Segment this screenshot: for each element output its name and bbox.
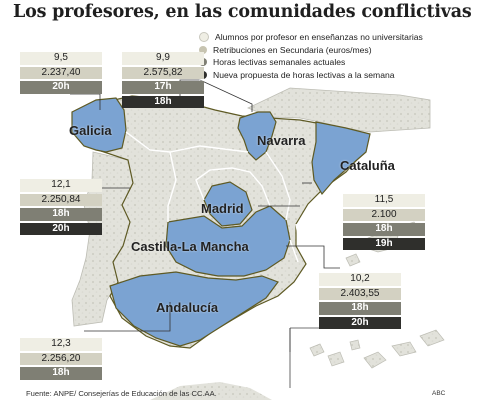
alumnos-value: 9,9	[122, 52, 204, 65]
region-label-madrid: Madrid	[201, 201, 244, 216]
alumnos-value: 12,3	[20, 338, 102, 351]
alumnos-value: 12,1	[20, 179, 102, 192]
horas-value: 20h	[20, 81, 102, 94]
retribucion-value: 2.100	[343, 208, 425, 221]
region-label-andalucia: Andalucía	[156, 300, 219, 315]
legend: Alumnos por profesor en enseñanzas no un…	[199, 31, 423, 81]
retribucion-value: 2.575,82	[122, 66, 204, 79]
horas-value: 18h	[20, 367, 102, 380]
france-landmass	[247, 87, 431, 133]
legend-item: Retribuciones en Secundaria (euros/mes)	[199, 44, 423, 57]
credit-label: ABC	[432, 390, 446, 397]
region-label-castilla: Castilla-La Mancha	[131, 239, 249, 254]
retribucion-value: 2.250,84	[20, 193, 102, 206]
legend-item: Alumnos por profesor en enseñanzas no un…	[199, 31, 423, 44]
madrid-region	[203, 181, 253, 227]
horas-value: 18h	[343, 223, 425, 236]
legend-label: Horas lectivas semanales actuales	[213, 57, 346, 68]
andalucia-data-box: 12,3 2.256,20 18h	[20, 338, 102, 382]
galicia-data-box: 9,5 2.237,40 20h	[20, 52, 102, 96]
propuesta-value: 19h	[343, 237, 425, 250]
region-label-galicia: Galicia	[69, 123, 112, 138]
retribucion-value: 2.256,20	[20, 352, 102, 365]
navarra-data-box: 9,9 2.575,82 17h 18h	[122, 52, 204, 110]
legend-item: Horas lectivas semanales actuales	[199, 56, 423, 69]
retribucion-value: 2.237,40	[20, 66, 102, 79]
galicia-region	[71, 97, 127, 153]
legend-label: Alumnos por profesor en enseñanzas no un…	[215, 32, 423, 43]
horas-value: 18h	[20, 208, 102, 221]
alumnos-value: 11,5	[343, 194, 425, 207]
alumnos-value: 9,5	[20, 52, 102, 65]
castilla-la-mancha-region	[165, 205, 291, 277]
region-label-navarra: Navarra	[257, 133, 306, 148]
page-title: Los profesores, en las comunidades confl…	[13, 2, 472, 22]
andalucia-region	[109, 271, 279, 347]
source-note: Fuente: ANPE/ Consejerías de Educación d…	[26, 389, 217, 398]
legend-swatch	[199, 32, 209, 43]
castilla-data-box: 10,2 2.403,55 18h 20h	[319, 273, 401, 331]
africa-landmass	[150, 382, 272, 400]
region-boundaries	[125, 131, 301, 263]
propuesta-value: 20h	[20, 222, 102, 235]
cataluna-data-box: 11,5 2.100 18h 19h	[343, 194, 425, 252]
alumnos-value: 10,2	[319, 273, 401, 286]
cataluna-region	[311, 121, 371, 196]
legend-label: Retribuciones en Secundaria (euros/mes)	[213, 44, 372, 55]
retribucion-value: 2.403,55	[319, 287, 401, 300]
legend-label: Nueva propuesta de horas lectivas a la s…	[213, 69, 395, 80]
propuesta-value: 20h	[319, 316, 401, 329]
madrid-data-box: 12,1 2.250,84 18h 20h	[20, 179, 102, 237]
horas-value: 18h	[319, 302, 401, 315]
canary-islands	[309, 329, 445, 369]
legend-swatch	[199, 45, 207, 54]
legend-item: Nueva propuesta de horas lectivas a la s…	[199, 69, 423, 82]
propuesta-value: 18h	[122, 95, 204, 108]
horas-value: 17h	[122, 81, 204, 94]
region-label-cataluna: Cataluña	[340, 158, 395, 173]
